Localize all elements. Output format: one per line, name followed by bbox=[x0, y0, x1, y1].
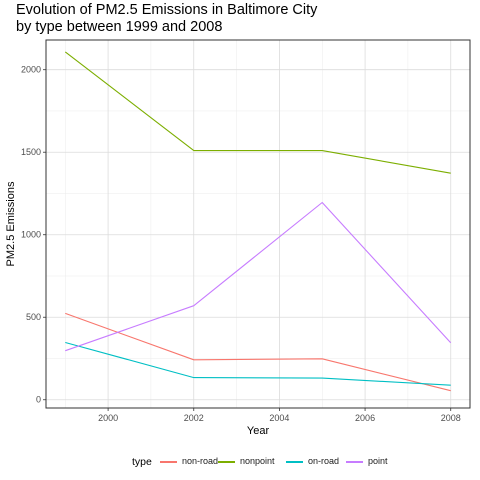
chart-title: Evolution of PM2.5 Emissions in Baltimor… bbox=[16, 2, 318, 35]
x-axis-label: Year bbox=[247, 425, 270, 437]
y-tick-label: 1000 bbox=[21, 230, 41, 240]
legend-title: type bbox=[132, 456, 152, 468]
y-tick-label: 2000 bbox=[21, 65, 41, 75]
y-tick-label: 500 bbox=[26, 312, 41, 322]
x-tick-label: 2004 bbox=[269, 413, 289, 423]
x-tick-label: 2000 bbox=[98, 413, 118, 423]
x-tick-label: 2008 bbox=[441, 413, 461, 423]
legend-label-nonpoint: nonpoint bbox=[240, 456, 275, 466]
x-tick-label: 2006 bbox=[355, 413, 375, 423]
legend-label-on-road: on-road bbox=[308, 456, 340, 466]
x-tick-label: 2002 bbox=[184, 413, 204, 423]
y-axis-label: PM2.5 Emissions bbox=[5, 181, 17, 266]
legend-label-non-road: non-road bbox=[182, 456, 219, 466]
legend-label-point: point bbox=[368, 456, 388, 466]
legend-key-point bbox=[346, 461, 363, 463]
series-line-non-road bbox=[65, 312, 451, 392]
series-line-nonpoint bbox=[64, 51, 451, 174]
legend-key-non-road bbox=[160, 461, 177, 463]
legend: type non-road nonpoint on-road point bbox=[0, 452, 480, 472]
series-line-point bbox=[65, 201, 452, 352]
series-line-on-road bbox=[65, 341, 451, 386]
y-tick-label: 1500 bbox=[21, 147, 41, 157]
legend-key-on-road bbox=[286, 461, 303, 463]
y-tick-label: 0 bbox=[36, 395, 41, 405]
panel-border bbox=[45, 39, 471, 409]
legend-key-nonpoint bbox=[218, 461, 235, 463]
